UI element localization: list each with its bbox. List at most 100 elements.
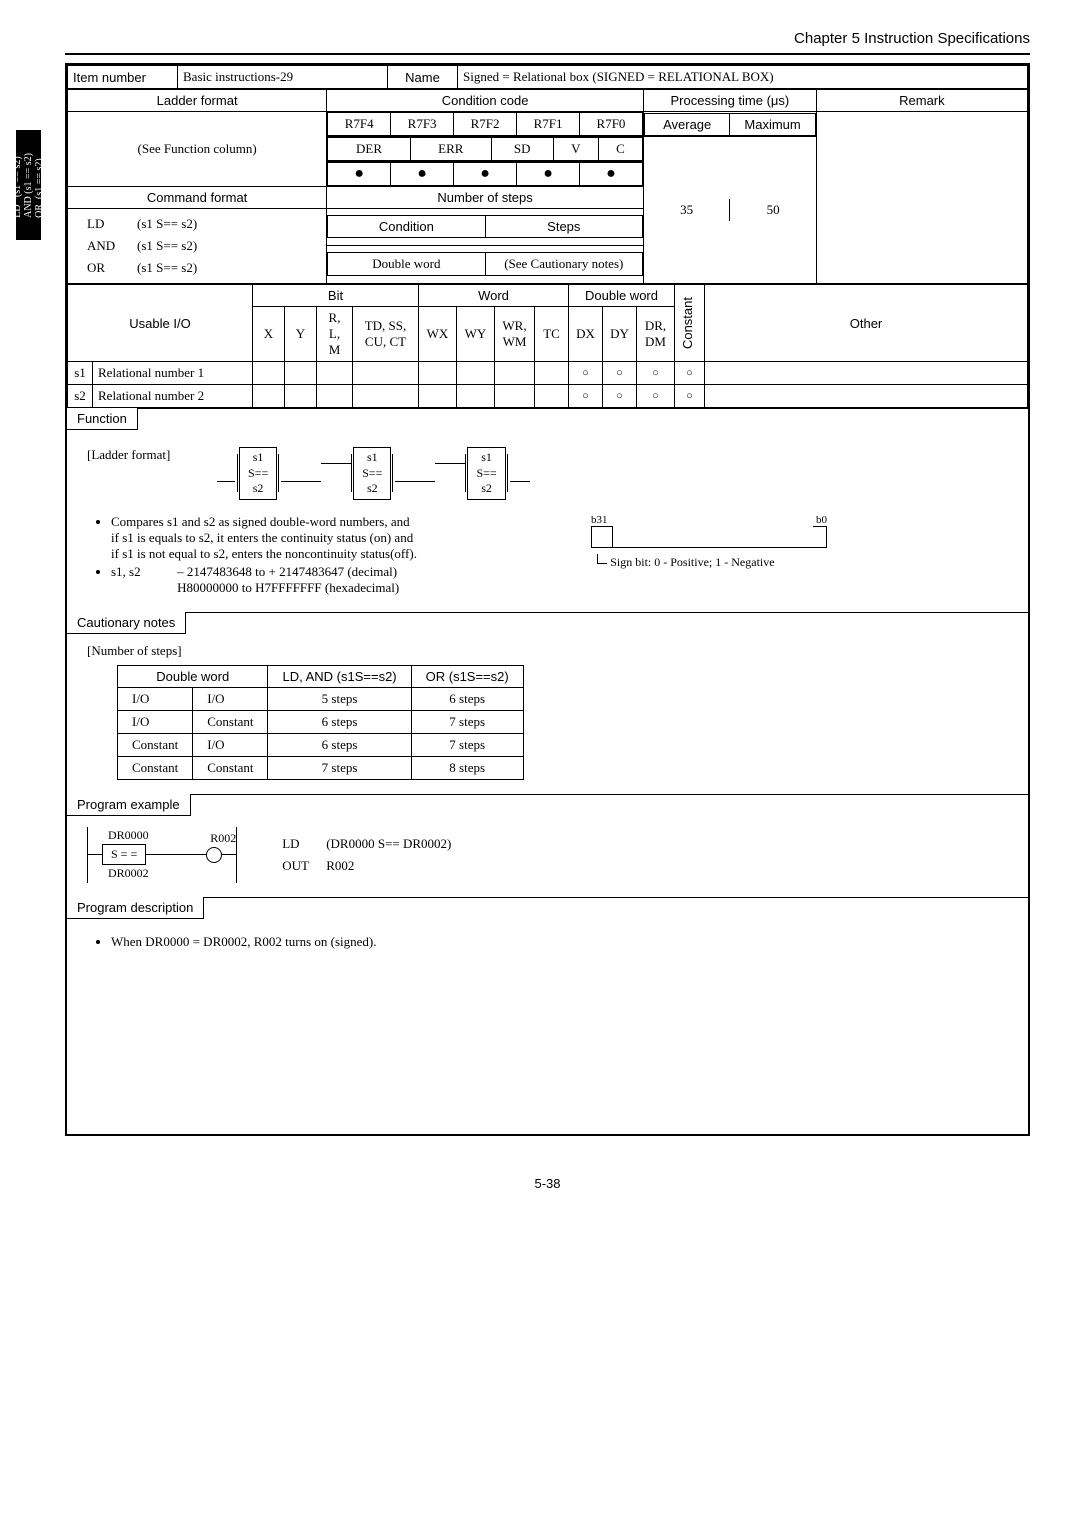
program-example-head: Program example	[67, 794, 191, 816]
word-label: Word	[419, 285, 569, 307]
cell: ○	[569, 362, 603, 385]
nsteps-avg: 35	[644, 199, 730, 221]
remark-label: Remark	[816, 90, 1027, 112]
table-row: I/OI/O5 steps6 steps	[118, 687, 524, 710]
cond-r2-3: V	[553, 138, 599, 161]
steps-h1: Double word	[118, 665, 268, 687]
processing-time-label: Processing time (μs)	[643, 90, 816, 112]
ladder-body: (See Function column)	[68, 112, 327, 187]
double-word-label: Double word	[328, 253, 485, 276]
table-row: I/OConstant6 steps7 steps	[118, 710, 524, 733]
num-steps-lbl: [Number of steps]	[87, 643, 1008, 659]
s1-label: s1	[68, 362, 93, 385]
other-label: Other	[705, 285, 1028, 362]
steps-h2: LD, AND (s1S==s2)	[268, 665, 411, 687]
col-wy: WY	[457, 307, 495, 362]
ladder-format-label: Ladder format	[68, 90, 327, 112]
col-tc: TC	[535, 307, 569, 362]
item-number-label: Item number	[68, 66, 178, 89]
name-label: Name	[388, 66, 458, 89]
cell: ○	[637, 362, 675, 385]
col-y: Y	[285, 307, 317, 362]
cell: ○	[637, 385, 675, 408]
side-tab-text: LD (s1 == s2) AND (s1 == s2) OR (s1 == s…	[12, 153, 45, 218]
col-x: X	[253, 307, 285, 362]
s1-desc: Relational number 1	[93, 362, 253, 385]
table-row: s2 Relational number 2 ○ ○ ○ ○	[68, 385, 1028, 408]
cmd-l2a: AND	[82, 235, 132, 257]
cmd-l3b: (s1 S== s2)	[132, 257, 202, 279]
col-rlm: R, L, M	[317, 307, 353, 362]
sign-note: Sign bit: 0 - Positive; 1 - Negative	[610, 555, 774, 569]
s2-desc: Relational number 2	[93, 385, 253, 408]
condition-code-label: Condition code	[327, 90, 644, 112]
cond-r2-2: SD	[491, 138, 553, 161]
cell: ○	[603, 385, 637, 408]
cond-r3-4: ●	[580, 163, 643, 186]
cmd-l3a: OR	[82, 257, 132, 279]
number-of-steps-label: Number of steps	[327, 187, 644, 209]
col-tdss: TD, SS, CU, CT	[353, 307, 419, 362]
program-example-diagram: DR0000 S = = DR0002 R002 LD(DR0000 S== D…	[87, 827, 1008, 883]
cell: ○	[675, 362, 705, 385]
max-label: Maximum	[730, 113, 815, 135]
avg-label: Average	[644, 113, 729, 135]
ladder-format-row: [Ladder format] s1S==s2 s1S==s2	[87, 447, 1008, 500]
col-dy: DY	[603, 307, 637, 362]
condition-sub-label: Condition	[328, 216, 485, 238]
cell: ○	[675, 385, 705, 408]
cond-h-3: R7F1	[517, 113, 580, 136]
steps-h3: OR (s1S==s2)	[411, 665, 523, 687]
col-dx: DX	[569, 307, 603, 362]
nsteps-max: 50	[730, 199, 816, 221]
item-number-value: Basic instructions-29	[178, 66, 388, 89]
name-value: Signed = Relational box (SIGNED = RELATI…	[458, 66, 1028, 89]
cond-h-2: R7F2	[454, 113, 517, 136]
col-drdm: DR, DM	[637, 307, 675, 362]
table-row: ConstantI/O6 steps7 steps	[118, 733, 524, 756]
s2-label: s2	[68, 385, 93, 408]
ladder-box-1: s1S==s2	[239, 447, 277, 500]
program-desc-head: Program description	[67, 897, 204, 919]
bit-label: Bit	[253, 285, 419, 307]
col-wrwm: WR, WM	[495, 307, 535, 362]
function-head: Function	[67, 408, 138, 430]
cond-r3-2: ●	[454, 163, 517, 186]
side-tab: LD (s1 == s2) AND (s1 == s2) OR (s1 == s…	[16, 130, 41, 240]
command-format-label: Command format	[68, 187, 327, 209]
page-title: Chapter 5 Instruction Specifications	[65, 30, 1030, 47]
cell: ○	[603, 362, 637, 385]
table-row: ConstantConstant7 steps8 steps	[118, 756, 524, 779]
cond-h-0: R7F4	[328, 113, 391, 136]
dblword-label: Double word	[569, 285, 675, 307]
command-body: LD(s1 S== s2) AND(s1 S== s2) OR(s1 S== s…	[68, 209, 327, 284]
cond-r2-0: DER	[328, 138, 411, 161]
remark-cell	[816, 112, 1027, 284]
cell: ○	[569, 385, 603, 408]
cond-r2-1: ERR	[410, 138, 491, 161]
cond-r3-1: ●	[391, 163, 454, 186]
func-bullet-1: Compares s1 and s2 as signed double-word…	[111, 514, 551, 562]
ladder-box-3: s1S==s2	[467, 447, 505, 500]
cautionary-head: Cautionary notes	[67, 612, 186, 634]
cmd-l1b: (s1 S== s2)	[132, 213, 202, 235]
ladder-format-lbl: [Ladder format]	[87, 447, 217, 463]
caut-ref: (See Cautionary notes)	[485, 253, 642, 276]
spec-box: Item number Basic instructions-29 Name S…	[65, 63, 1030, 1136]
cond-h-1: R7F3	[391, 113, 454, 136]
cond-r3-3: ●	[517, 163, 580, 186]
func-bullet-2: s1, s2 – 2147483648 to + 2147483647 (dec…	[111, 564, 551, 596]
page-number: 5-38	[65, 1176, 1030, 1191]
cond-r2-4: C	[599, 138, 643, 161]
ladder-box-2: s1S==s2	[353, 447, 391, 500]
table-row: s1 Relational number 1 ○ ○ ○ ○	[68, 362, 1028, 385]
bit-diagram: b31 b0 Sign bit: 0 - Positive; 1 - Negat…	[591, 514, 827, 570]
prog-desc-bullet: When DR0000 = DR0002, R002 turns on (sig…	[111, 934, 1008, 950]
cond-h-4: R7F0	[580, 113, 643, 136]
cmd-l1a: LD	[82, 213, 132, 235]
steps-sub-label: Steps	[485, 216, 642, 238]
col-wx: WX	[419, 307, 457, 362]
cond-r3-0: ●	[328, 163, 391, 186]
constant-label: Constant	[675, 285, 705, 362]
header-rule	[65, 53, 1030, 55]
